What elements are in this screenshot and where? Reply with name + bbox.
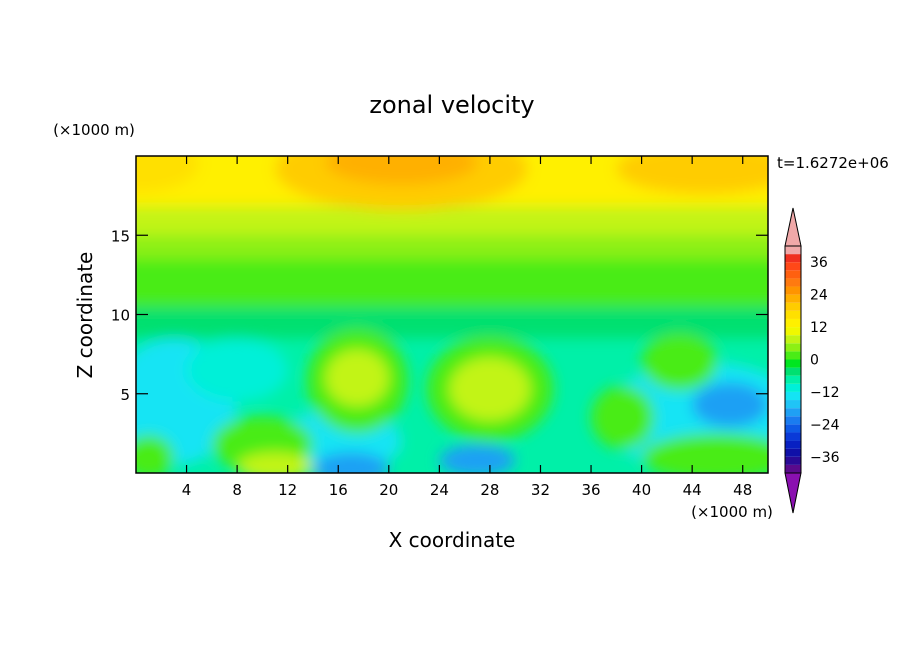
colorbar-swatch — [785, 254, 801, 263]
blob-mid-1 — [477, 314, 579, 337]
y-tick-label: 15 — [111, 227, 130, 245]
blob-blue-right — [692, 382, 768, 428]
band-lightgreen — [136, 235, 768, 260]
x-tick-label: 44 — [683, 481, 702, 499]
chart-title: zonal velocity — [369, 91, 534, 119]
blob-warm-6 — [641, 433, 768, 473]
colorbar-swatch — [785, 367, 801, 376]
colorbar-tick-label: −12 — [810, 385, 840, 401]
x-tick-label: 24 — [430, 481, 449, 499]
blob-cyan-left2 — [186, 338, 288, 402]
colorbar-swatch — [785, 440, 801, 449]
blob-warm-2-core — [449, 357, 531, 421]
colorbar-tick-label: 36 — [810, 255, 828, 271]
blob-top-left — [136, 156, 200, 193]
colorbar-frame — [784, 245, 802, 474]
y-axis-label: Z coordinate — [73, 252, 97, 379]
colorbar-swatch — [785, 448, 801, 457]
colorbar-swatch — [785, 246, 801, 255]
colorbar-under-arrow — [784, 472, 802, 514]
x-tick-label: 12 — [278, 481, 297, 499]
colorbar-swatch — [785, 327, 801, 336]
colorbar-swatch — [785, 318, 801, 328]
x-tick-label: 4 — [182, 481, 192, 499]
blob-warm-1-core — [325, 349, 389, 407]
colorbar-swatch — [785, 375, 801, 384]
colorbar-swatch — [785, 432, 801, 441]
time-label: t=1.6272e+06 — [777, 154, 889, 172]
colorbar-swatch — [785, 302, 801, 311]
colorbar-over-arrow — [784, 207, 802, 247]
colorbar-swatch — [785, 408, 801, 417]
x-tick-label: 8 — [232, 481, 242, 499]
blob-warm-4 — [641, 333, 718, 391]
colorbar-swatch — [785, 464, 801, 473]
x-tick-label: 16 — [329, 481, 348, 499]
x-tick-label: 48 — [733, 481, 752, 499]
blob-blue-bottom1 — [312, 452, 389, 473]
colorbar-swatch — [785, 262, 801, 271]
blob-top-right — [616, 156, 768, 195]
colorbar-swatch — [785, 335, 801, 344]
blob-blue-bottom2 — [439, 444, 516, 473]
colorbar-swatch — [785, 416, 801, 425]
x-tick-label: 40 — [632, 481, 651, 499]
band-green — [136, 259, 768, 307]
y-unit-label: (×1000 m) — [53, 121, 135, 139]
x-axis: 4 8 12 16 20 24 28 32 36 40 44 48 — [182, 156, 752, 499]
x-tick-label: 20 — [379, 481, 398, 499]
colorbar-swatch — [785, 400, 801, 409]
x-unit-label: (×1000 m) — [691, 503, 773, 521]
x-tick-label: 28 — [480, 481, 499, 499]
colorbar-swatch — [785, 310, 801, 319]
blob-warm-5-core — [237, 452, 313, 473]
colorbar-tick-label: 24 — [810, 288, 828, 304]
colorbar-swatch — [785, 270, 801, 279]
blob-warm-3 — [591, 385, 655, 450]
colorbar: 36 24 12 0 −12 −24 −36 — [784, 207, 840, 514]
colorbar-swatch — [785, 278, 801, 287]
band-green-lower — [136, 306, 768, 339]
colorbar-swatch — [785, 343, 801, 352]
colorbar-swatch — [785, 456, 801, 465]
colorbar-tick-label: −24 — [810, 417, 840, 433]
colorbar-swatch — [785, 391, 801, 401]
x-tick-label: 32 — [531, 481, 550, 499]
y-axis: 5 10 15 — [111, 227, 768, 404]
colorbar-tick-label: −36 — [810, 450, 840, 466]
y-tick-label: 5 — [120, 386, 130, 404]
x-tick-label: 36 — [581, 481, 600, 499]
colorbar-swatch — [785, 424, 801, 433]
colorbar-swatch — [785, 359, 801, 368]
band-yellowgreen — [136, 206, 768, 236]
colorbar-tick-label: 12 — [810, 320, 828, 336]
colorbar-swatch — [785, 294, 801, 303]
blob-warm-7 — [136, 434, 174, 473]
contour-field — [136, 156, 768, 473]
colorbar-swatch — [785, 286, 801, 295]
colorbar-swatch — [785, 351, 801, 360]
y-tick-label: 10 — [111, 307, 130, 325]
blob-top-center-core — [325, 156, 478, 185]
colorbar-tick-label: 0 — [810, 353, 819, 369]
x-axis-label: X coordinate — [389, 528, 516, 552]
colorbar-swatch — [785, 383, 801, 392]
